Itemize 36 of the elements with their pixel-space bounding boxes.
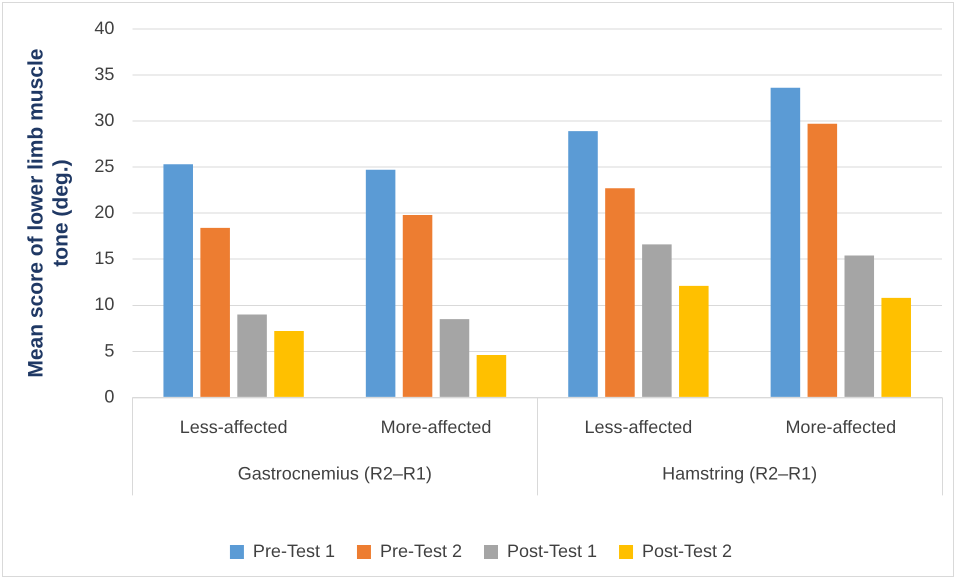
y-tick-label: 20 [94, 202, 114, 222]
bar [274, 331, 304, 397]
y-tick-label: 10 [94, 294, 114, 314]
y-tick-label: 5 [104, 340, 114, 360]
legend-label: Pre-Test 1 [252, 540, 335, 561]
bar [808, 124, 838, 397]
bar [568, 131, 598, 397]
y-tick-label: 0 [104, 386, 114, 406]
x-tick-label: More-affected [380, 417, 492, 438]
x-tick-label: Less-affected [584, 417, 692, 438]
y-tick-label: 35 [94, 64, 114, 84]
bar [679, 286, 709, 397]
bar [770, 88, 800, 397]
bar [366, 170, 396, 397]
y-tick-label: 15 [94, 248, 114, 268]
legend-label: Post-Test 1 [506, 540, 598, 561]
y-tick-label: 25 [94, 156, 114, 176]
y-axis-title: Mean score of lower limb muscle tone (deg.) [24, 48, 73, 378]
bar [440, 319, 470, 397]
y-tick-label: 30 [94, 110, 114, 130]
x-tick-label: More-affected [785, 417, 896, 438]
bar [200, 228, 230, 397]
bar [163, 164, 193, 397]
legend-label: Pre-Test 2 [380, 540, 462, 561]
bar [642, 244, 672, 397]
text: Hamstring (R2–R1) [662, 463, 818, 484]
bar [476, 355, 506, 397]
legend-label: Post-Test 2 [642, 540, 732, 561]
bar [605, 188, 635, 397]
bar [844, 255, 874, 397]
bar [402, 214, 432, 397]
x-tick-label: Less-affected [180, 417, 288, 438]
text: Gastrocnemius (R2–R1) [238, 463, 432, 484]
bar [237, 314, 267, 397]
y-tick-label: 40 [94, 18, 114, 38]
bar [881, 298, 911, 397]
